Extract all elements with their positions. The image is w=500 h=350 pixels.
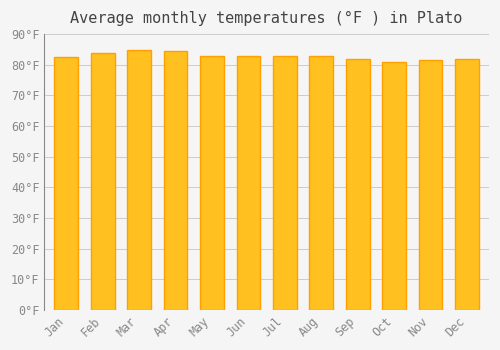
Title: Average monthly temperatures (°F ) in Plato: Average monthly temperatures (°F ) in Pl…: [70, 11, 463, 26]
Bar: [273, 56, 296, 310]
Bar: [310, 56, 333, 310]
Bar: [382, 62, 406, 310]
Bar: [455, 59, 479, 310]
Bar: [346, 59, 370, 310]
Bar: [419, 60, 442, 310]
Bar: [91, 52, 114, 310]
Bar: [128, 50, 151, 310]
Bar: [164, 51, 188, 310]
Bar: [236, 56, 260, 310]
Bar: [54, 57, 78, 310]
Bar: [200, 56, 224, 310]
